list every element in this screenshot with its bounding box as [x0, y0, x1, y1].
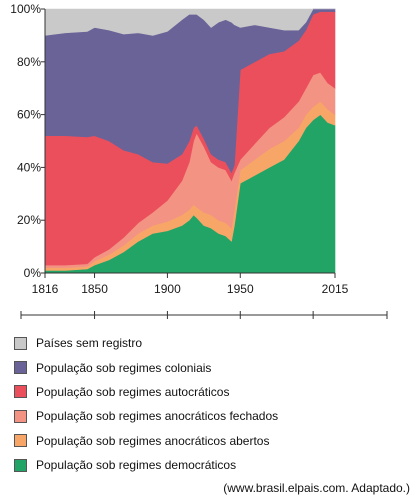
area-pa-ses-sem-registro: [44, 8, 335, 36]
legend-item-anocraticos-abertos: População sob regimes anocráticos aberto…: [14, 429, 278, 453]
x-tick-label: 2015: [322, 282, 349, 296]
timeline-bar: [20, 311, 388, 319]
y-tick-label: 60%: [17, 108, 41, 122]
legend-swatch: [14, 336, 27, 350]
legend-item-democraticos: População sob regimes democráticos: [14, 453, 278, 477]
legend-label: População sob regimes autocráticos: [36, 384, 230, 399]
x-tick-label: 1900: [154, 282, 181, 296]
legend-label: Países sem registro: [36, 336, 143, 351]
x-tick-label: 1950: [227, 282, 254, 296]
x-tick-label: 1850: [81, 282, 108, 296]
x-tick-label: 1816: [32, 282, 59, 296]
y-tick-label: 100%: [10, 2, 41, 16]
legend-label: População sob regimes coloniais: [36, 360, 212, 375]
legend-swatch: [14, 385, 27, 399]
x-axis: 1816 1850 1900 1950 2015: [32, 272, 349, 296]
legend-item-anocraticos-fechados: População sob regimes anocráticos fechad…: [14, 404, 278, 428]
legend-label: População sob regimes anocráticos fechad…: [36, 409, 279, 424]
legend-item-autocraticos: População sob regimes autocráticos: [14, 380, 278, 404]
legend-label: População sob regimes anocráticos aberto…: [36, 433, 270, 448]
y-tick-label: 0%: [24, 266, 42, 280]
area-series-group: [44, 8, 336, 274]
y-axis: 0% 20% 40% 60% 80% 100%: [10, 2, 46, 280]
y-tick-label: 40%: [17, 160, 41, 174]
y-tick-label: 80%: [17, 55, 41, 69]
legend-item-sem-registro: Países sem registro: [14, 331, 278, 355]
legend-swatch: [14, 409, 27, 423]
legend: Países sem registro População sob regime…: [14, 331, 278, 477]
stacked-area-chart: 0% 20% 40% 60% 80% 100% 1816 1850 1900 1950 2015: [10, 2, 388, 319]
legend-item-coloniais: População sob regimes coloniais: [14, 355, 278, 379]
source-credit: (www.brasil.elpais.com. Adaptado.): [223, 481, 410, 495]
y-tick-label: 20%: [17, 213, 41, 227]
legend-label: População sob regimes democráticos: [36, 458, 237, 473]
legend-swatch: [14, 361, 27, 375]
legend-swatch: [14, 434, 27, 448]
legend-swatch: [14, 458, 27, 472]
